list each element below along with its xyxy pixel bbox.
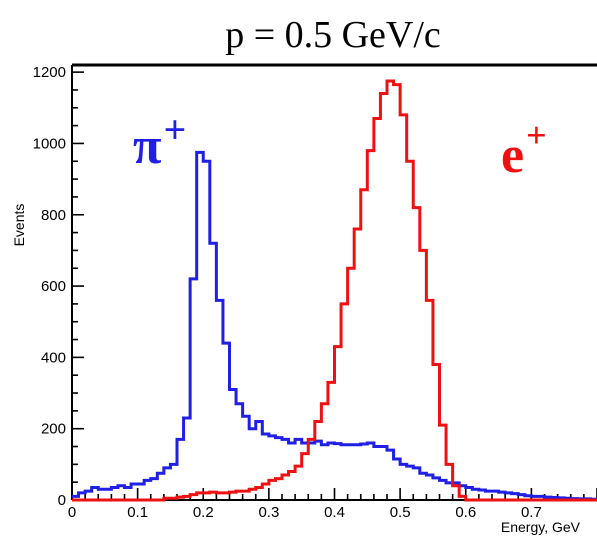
y-axis-label: Events: [11, 204, 27, 247]
y-tick-label: 600: [41, 278, 66, 295]
positron-histogram-line: [72, 79, 597, 502]
pion-histogram-line: [72, 150, 597, 501]
y-tick-label: 1200: [33, 64, 66, 81]
y-tick-label: 1000: [33, 135, 66, 152]
y-tick-label: 0: [58, 492, 66, 509]
y-tick-label: 400: [41, 349, 66, 366]
chart-title: p = 0.5 GeV/c: [225, 14, 441, 56]
x-tick-label: 0.5: [390, 504, 411, 521]
x-tick-label: 0.6: [455, 504, 476, 521]
x-tick-label: 0.2: [193, 504, 214, 521]
y-tick-label: 200: [41, 421, 66, 438]
series-label-pion-text: π: [133, 118, 162, 175]
histogram-series: [72, 79, 597, 502]
series-label-pion-charge: +: [164, 107, 187, 152]
series-label-positron: e+: [501, 115, 547, 184]
series-label-positron-charge: +: [526, 115, 547, 155]
series-label-pion: π+: [133, 107, 186, 175]
x-tick-label: 0.1: [127, 504, 148, 521]
x-tick-label: 0: [68, 504, 76, 521]
tick-labels: 0 200 400 600 800 1000 1200 0 0.1 0.2 0.3 0.4 0.5 0.6…: [33, 64, 542, 521]
x-tick-label: 0.4: [324, 504, 345, 521]
x-tick-label: 0.7: [521, 504, 542, 521]
x-tick-label: 0.3: [258, 504, 279, 521]
series-label-positron-text: e: [501, 127, 524, 184]
y-tick-label: 800: [41, 207, 66, 224]
x-axis-label: Energy, GeV: [501, 519, 581, 535]
